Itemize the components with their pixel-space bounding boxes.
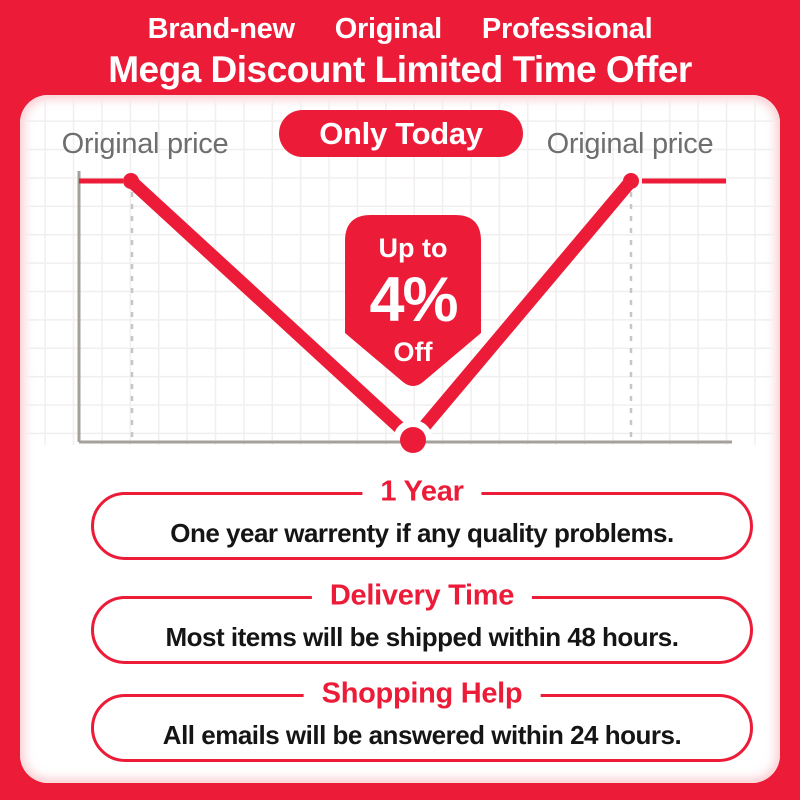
banner-title: Mega Discount Limited Time Offer xyxy=(108,49,692,90)
original-price-label-right: Original price xyxy=(546,128,714,160)
original-price-point-left xyxy=(123,173,139,189)
header-tag-professional: Professional xyxy=(481,13,653,45)
info-box-warranty-body: One year warrenty if any quality problem… xyxy=(170,517,674,548)
header-tag-brand-new: Brand-new xyxy=(147,13,295,45)
info-box-delivery-title: Delivery Time xyxy=(311,579,533,613)
discount-price-point xyxy=(400,427,426,453)
header-tags: Brand-new Original Professional xyxy=(0,13,800,46)
discount-shield xyxy=(345,215,481,386)
info-box-warranty-title: 1 Year xyxy=(362,475,482,509)
info-box-delivery-body: Most items will be shipped within 48 hou… xyxy=(165,621,679,652)
info-box-warranty: 1 Year One year warrenty if any quality … xyxy=(91,475,753,560)
promo-card: Only Today Original price Original price… xyxy=(20,95,780,783)
discount-suffix: Off xyxy=(393,337,433,367)
discount-prefix: Up to xyxy=(378,233,448,263)
info-box-delivery: Delivery Time Most items will be shipped… xyxy=(91,579,753,664)
price-drop-chart xyxy=(77,171,732,457)
info-box-shopping-help-title: Shopping Help xyxy=(303,677,541,711)
header-tag-original: Original xyxy=(334,13,442,45)
discount-value: 4% xyxy=(369,265,458,335)
original-price-point-right xyxy=(623,173,639,189)
price-line-right xyxy=(406,174,638,447)
info-box-shopping-help-body: All emails will be answered within 24 ho… xyxy=(162,719,682,750)
original-price-label-left: Original price xyxy=(61,128,229,160)
only-today-badge: Only Today xyxy=(279,110,523,157)
price-line-left xyxy=(124,174,420,447)
info-box-shopping-help: Shopping Help All emails will be answere… xyxy=(91,677,753,762)
